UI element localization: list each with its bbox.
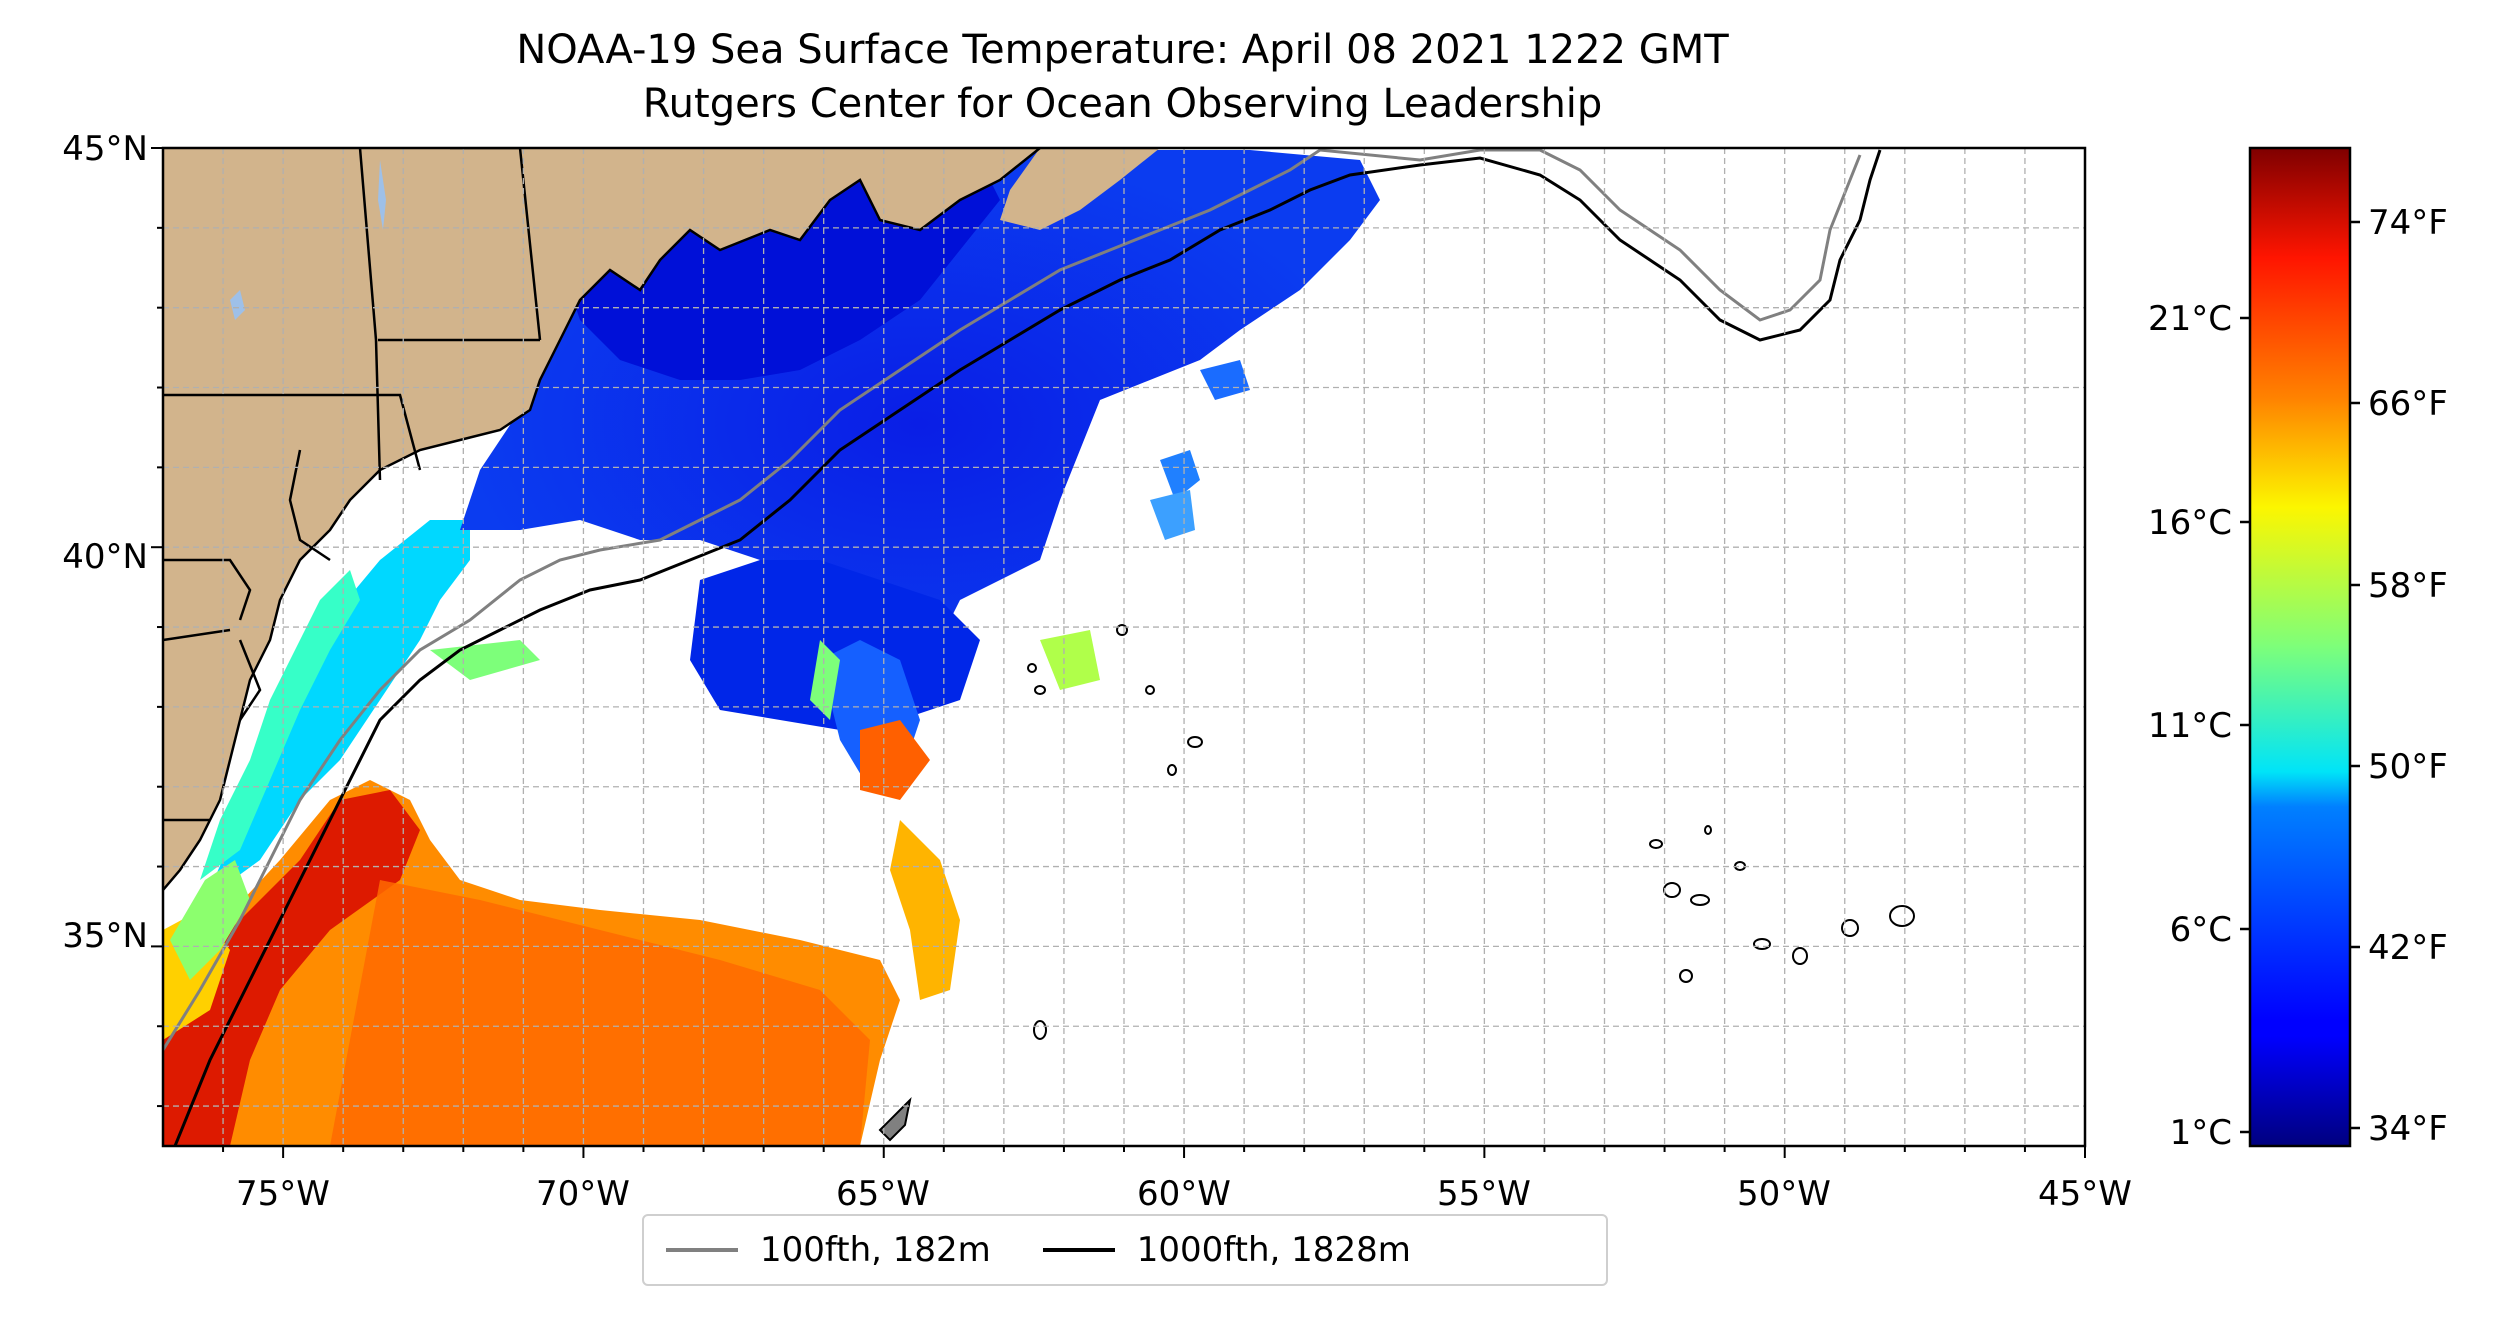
lake-small [230,290,245,320]
lake-champlain [378,160,386,230]
sst-shelf-south [170,860,250,980]
legend-line-gray [666,1248,738,1252]
cb-f-66: 66°F [2368,384,2448,424]
map-area [163,148,2085,1146]
legend-item-100fth: 100fth, 182m [666,1230,991,1270]
lon-tick-55w: 55°W [1437,1174,1531,1214]
cb-c-21: 21°C [2148,299,2232,339]
cb-f-50: 50°F [2368,747,2448,787]
cb-f-74: 74°F [2368,203,2448,243]
legend: 100fth, 182m 1000fth, 1828m [642,1214,1608,1286]
sst-yellow-streak [890,820,960,1000]
lon-tick-labels: 75°W 70°W 65°W 60°W 55°W 50°W 45°W [236,1174,2132,1214]
lon-tick-60w: 60°W [1137,1174,1231,1214]
colorbar-fahrenheit-labels: 74°F 66°F 58°F 50°F 42°F 34°F [2368,203,2448,1149]
cb-c-6: 6°C [2170,910,2232,950]
map-subtitle: Rutgers Center for Ocean Observing Leade… [642,81,1603,127]
graticule [163,148,2085,1146]
legend-label-100fth: 100fth, 182m [760,1230,991,1270]
legend-item-1000fth: 1000fth, 1828m [1042,1230,1411,1270]
isobath-1000fth [173,149,1882,1146]
land-north-america [163,148,1040,890]
lat-tick-45n: 45°N [62,129,148,169]
sst-shelf-region [205,520,470,900]
cb-c-11: 11°C [2148,706,2232,746]
lat-tick-40n: 40°N [62,537,148,577]
seamounts [1027,624,1915,1040]
axis-ticks [151,147,2086,1158]
sst-cold-patch-b [1160,450,1200,500]
cb-c-1: 1°C [2170,1113,2232,1153]
lon-tick-50w: 50°W [1737,1174,1831,1214]
lat-tick-35n: 35°N [62,916,148,956]
coastline [163,148,1041,891]
land-nova-scotia [1000,148,1160,230]
colorbar-gradient [2248,146,2352,1148]
isobath-100fth [163,148,1862,1051]
sst-warm-eddy [860,720,930,800]
sst-slope-streak [430,640,540,680]
colorbar-ticks [2240,220,2360,1134]
bermuda [878,1096,912,1142]
lon-tick-65w: 65°W [836,1174,930,1214]
lon-tick-45w: 45°W [2038,1174,2132,1214]
legend-line-black [1042,1248,1115,1252]
colorbar-celsius-labels: 21°C 16°C 11°C 6°C 1°C [2148,299,2232,1153]
legend-label-1000fth: 1000fth, 1828m [1136,1230,1411,1270]
sst-green-eddy [810,640,840,720]
map-title: NOAA-19 Sea Surface Temperature: April 0… [516,27,1729,73]
lon-tick-70w: 70°W [536,1174,630,1214]
lon-tick-75w: 75°W [236,1174,330,1214]
sst-shelf-inner [200,570,360,880]
cb-f-42: 42°F [2368,928,2448,968]
cb-f-58: 58°F [2368,566,2448,606]
sst-cold-patch-d [1200,360,1250,400]
state-borders [163,148,542,822]
cb-c-16: 16°C [2148,503,2232,543]
lat-tick-labels: 45°N 40°N 35°N [62,129,148,956]
sst-green-patch [1040,630,1100,690]
sst-hot-core [163,790,420,1146]
cb-f-34: 34°F [2368,1109,2448,1149]
